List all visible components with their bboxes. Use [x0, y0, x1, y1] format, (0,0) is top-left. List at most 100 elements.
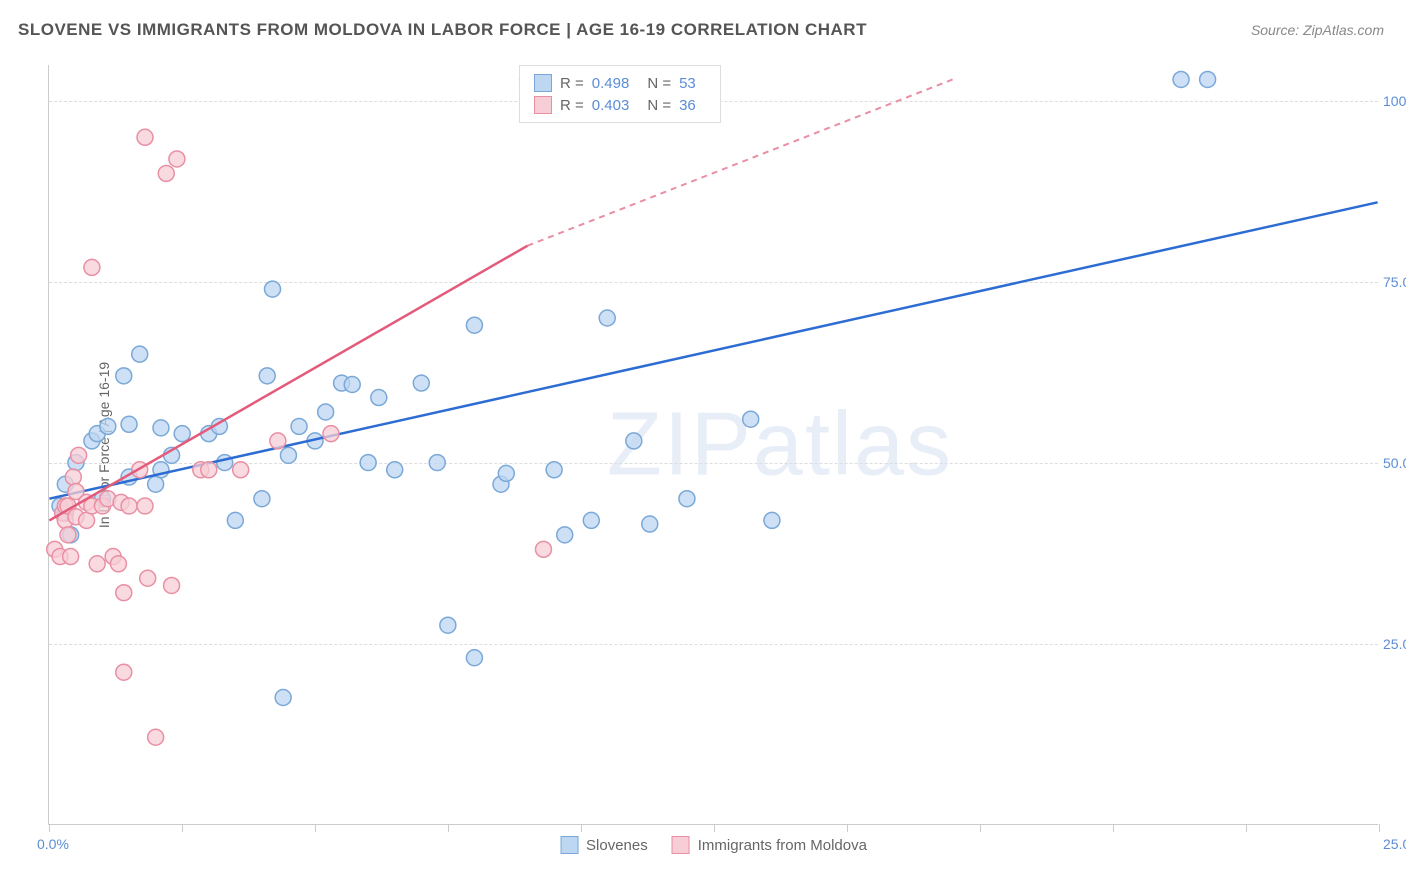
data-point: [626, 433, 642, 449]
data-point: [71, 447, 87, 463]
data-point: [360, 455, 376, 471]
data-point: [557, 527, 573, 543]
data-point: [764, 512, 780, 528]
data-point: [110, 556, 126, 572]
data-point: [679, 491, 695, 507]
data-point: [265, 281, 281, 297]
data-point: [137, 129, 153, 145]
legend-item-2: Immigrants from Moldova: [672, 836, 867, 854]
chart-container: SLOVENE VS IMMIGRANTS FROM MOLDOVA IN LA…: [0, 0, 1406, 892]
x-tick: [980, 824, 981, 832]
data-point: [546, 462, 562, 478]
stat-row-1: R = 0.498 N = 53: [534, 72, 706, 94]
legend-swatch-1: [560, 836, 578, 854]
data-point: [344, 377, 360, 393]
y-tick-below: 25.0%: [1383, 836, 1406, 852]
data-point: [116, 585, 132, 601]
data-point: [137, 498, 153, 514]
data-point: [89, 556, 105, 572]
trend-line: [49, 202, 1377, 498]
data-point: [275, 690, 291, 706]
legend-label-2: Immigrants from Moldova: [698, 837, 867, 854]
data-point: [1173, 71, 1189, 87]
correlation-stat-box: R = 0.498 N = 53 R = 0.403 N = 36: [519, 65, 721, 123]
data-point: [259, 368, 275, 384]
data-point: [233, 462, 249, 478]
data-point: [132, 346, 148, 362]
legend-label-1: Slovenes: [586, 837, 648, 854]
legend-item-1: Slovenes: [560, 836, 648, 854]
data-point: [201, 462, 217, 478]
data-point: [148, 729, 164, 745]
data-point: [227, 512, 243, 528]
data-point: [387, 462, 403, 478]
data-point: [642, 516, 658, 532]
data-point: [60, 527, 76, 543]
data-point: [217, 455, 233, 471]
data-point: [318, 404, 334, 420]
x-tick-label-0: 0.0%: [37, 836, 69, 852]
data-point: [63, 549, 79, 565]
data-point: [100, 418, 116, 434]
data-point: [466, 650, 482, 666]
stat-n-label-2: N =: [647, 97, 671, 114]
data-point: [291, 418, 307, 434]
source-label: Source: ZipAtlas.com: [1251, 22, 1384, 38]
x-tick: [182, 824, 183, 832]
data-point: [153, 420, 169, 436]
x-tick: [714, 824, 715, 832]
data-point: [148, 476, 164, 492]
data-point: [599, 310, 615, 326]
plot-area: ZIPatlas In Labor Force | Age 16-19 R = …: [48, 65, 1378, 825]
data-point: [140, 570, 156, 586]
data-point: [121, 416, 137, 432]
stat-n-value-2: 36: [679, 97, 696, 114]
data-point: [498, 465, 514, 481]
data-point: [743, 411, 759, 427]
data-point: [254, 491, 270, 507]
scatter-svg: [49, 65, 1378, 824]
data-point: [116, 368, 132, 384]
data-point: [270, 433, 286, 449]
data-point: [158, 165, 174, 181]
data-point: [371, 390, 387, 406]
data-point: [164, 577, 180, 593]
x-tick: [1379, 824, 1380, 832]
stat-swatch-1: [534, 74, 552, 92]
stat-swatch-2: [534, 96, 552, 114]
y-tick-label: 100.0%: [1383, 93, 1406, 109]
data-point: [84, 259, 100, 275]
y-tick-label: 25.0%: [1383, 636, 1406, 652]
stat-r-label-1: R =: [560, 75, 584, 92]
stat-n-value-1: 53: [679, 75, 696, 92]
data-point: [429, 455, 445, 471]
chart-title: SLOVENE VS IMMIGRANTS FROM MOLDOVA IN LA…: [18, 20, 867, 40]
legend-swatch-2: [672, 836, 690, 854]
x-tick: [1246, 824, 1247, 832]
data-point: [280, 447, 296, 463]
x-tick: [49, 824, 50, 832]
x-tick: [315, 824, 316, 832]
data-point: [121, 498, 137, 514]
data-point: [466, 317, 482, 333]
data-point: [323, 426, 339, 442]
data-point: [535, 541, 551, 557]
legend: Slovenes Immigrants from Moldova: [560, 836, 867, 854]
data-point: [1200, 71, 1216, 87]
stat-row-2: R = 0.403 N = 36: [534, 94, 706, 116]
data-point: [65, 469, 81, 485]
stat-r-value-2: 0.403: [592, 97, 630, 114]
data-point: [116, 664, 132, 680]
x-tick: [448, 824, 449, 832]
x-tick: [847, 824, 848, 832]
data-point: [169, 151, 185, 167]
stat-r-value-1: 0.498: [592, 75, 630, 92]
data-point: [174, 426, 190, 442]
y-tick-label: 50.0%: [1383, 455, 1406, 471]
x-tick: [581, 824, 582, 832]
stat-r-label-2: R =: [560, 97, 584, 114]
stat-n-label-1: N =: [647, 75, 671, 92]
data-point: [440, 617, 456, 633]
y-tick-label: 75.0%: [1383, 274, 1406, 290]
x-tick: [1113, 824, 1114, 832]
